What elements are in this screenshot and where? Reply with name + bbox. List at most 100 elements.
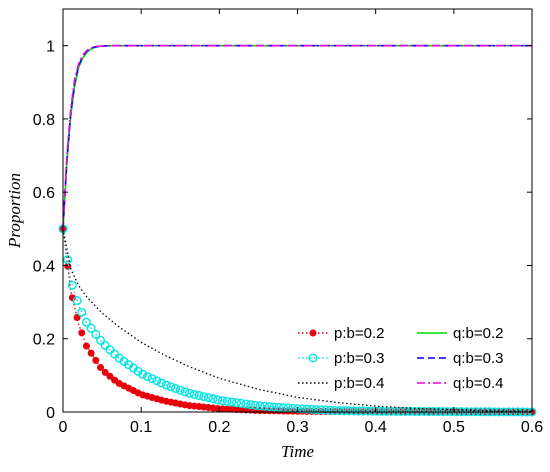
series-marker: [278, 403, 288, 413]
series-marker: [419, 406, 429, 416]
x-tick-label: 0.1: [130, 419, 152, 436]
series-marker: [106, 372, 114, 380]
legend-entry: p:b=0.2: [298, 325, 384, 342]
series-marker: [344, 406, 354, 416]
series-marker: [175, 385, 185, 395]
series-marker: [101, 368, 109, 376]
series-marker: [73, 313, 81, 321]
legend-label: p:b=0.4: [334, 375, 384, 392]
series-marker: [152, 376, 162, 386]
series-marker: [156, 378, 166, 388]
series-q:b=0.4: [62, 44, 532, 229]
series-marker: [78, 329, 86, 337]
series-marker: [339, 406, 349, 416]
legend-entry: p:b=0.4: [298, 375, 384, 392]
series-marker: [203, 393, 213, 403]
y-tick-label: 0.2: [33, 332, 55, 349]
tick-layer: 0 0.1 0.2 0.3 0.4 0.5 0.6 0 0.2 0.4 0.6 0.8 1: [33, 9, 543, 436]
series-marker: [161, 380, 171, 390]
series-marker: [111, 376, 119, 384]
series-marker: [142, 371, 152, 381]
series-marker: [325, 405, 335, 415]
series-marker: [307, 404, 317, 414]
series-marker: [81, 317, 91, 327]
x-tick-label: 0: [59, 419, 68, 436]
series-marker: [353, 406, 363, 416]
series-marker: [180, 387, 190, 397]
series-marker: [349, 406, 359, 416]
series-marker: [77, 307, 87, 317]
series-marker: [199, 392, 209, 402]
series-marker: [255, 401, 265, 411]
x-tick-label: 0.6: [521, 419, 543, 436]
series-q:b=0.3: [62, 44, 532, 229]
series-marker: [414, 406, 424, 416]
legend-entry: q:b=0.4: [417, 375, 503, 392]
series-marker: [91, 329, 101, 339]
series-marker: [166, 382, 176, 392]
series-marker: [185, 388, 195, 398]
x-tick-label: 0.2: [208, 419, 230, 436]
y-tick-label: 1: [46, 39, 55, 56]
series-marker: [96, 335, 106, 345]
series-marker: [189, 389, 199, 399]
legend-marker: [308, 353, 318, 363]
legend-label: q:b=0.3: [453, 350, 503, 367]
series-marker: [246, 400, 256, 410]
series-marker: [147, 374, 157, 384]
series-marker: [138, 369, 148, 379]
series-marker: [316, 405, 326, 415]
series-line: [62, 44, 532, 229]
series-marker: [330, 405, 340, 415]
series-marker: [400, 406, 410, 416]
series-marker: [87, 349, 95, 357]
series-marker: [72, 296, 82, 306]
legend-entry: q:b=0.2: [417, 325, 503, 342]
series-marker: [410, 406, 420, 416]
series-marker: [213, 395, 223, 405]
legend-label: p:b=0.2: [334, 325, 384, 342]
legend-label: p:b=0.3: [334, 350, 384, 367]
series-marker: [321, 405, 331, 415]
series-marker: [232, 398, 242, 408]
x-tick-label: 0.3: [286, 419, 308, 436]
series-marker: [382, 406, 392, 416]
series-marker: [311, 405, 321, 415]
x-axis-title: Time: [281, 442, 315, 461]
series-marker: [377, 406, 387, 416]
series-marker: [86, 323, 96, 333]
y-tick-label: 0.8: [33, 112, 55, 129]
series-marker: [208, 394, 218, 404]
series-marker: [260, 401, 270, 411]
series-q:b=0.2: [62, 44, 532, 229]
series-marker: [133, 366, 143, 376]
series-marker: [63, 255, 73, 265]
y-tick-label: 0: [46, 405, 55, 422]
series-marker: [222, 396, 232, 406]
series-marker: [363, 406, 373, 416]
x-tick-label: 0.5: [443, 419, 465, 436]
legend-entry: p:b=0.3: [298, 350, 384, 367]
series-marker: [217, 396, 227, 406]
series-marker: [372, 406, 382, 416]
series-marker: [358, 406, 368, 416]
series-marker: [368, 406, 378, 416]
series-marker: [82, 342, 90, 350]
series-marker: [236, 398, 246, 408]
x-tick-label: 0.4: [365, 419, 387, 436]
series-line: [62, 228, 533, 413]
legend-entry: q:b=0.3: [417, 350, 503, 367]
series-marker: [391, 406, 401, 416]
series-marker: [194, 391, 204, 401]
series-marker: [264, 402, 274, 412]
series-marker: [293, 404, 303, 414]
series-marker: [241, 399, 251, 409]
series-line: [62, 44, 532, 229]
y-axis-title: Proportion: [5, 173, 24, 249]
y-tick-label: 0.6: [33, 185, 55, 202]
series-marker: [274, 402, 284, 412]
series-marker: [92, 356, 100, 364]
legend-label: q:b=0.2: [453, 325, 503, 342]
series-marker: [302, 404, 312, 414]
y-tick-label: 0.4: [33, 258, 55, 275]
